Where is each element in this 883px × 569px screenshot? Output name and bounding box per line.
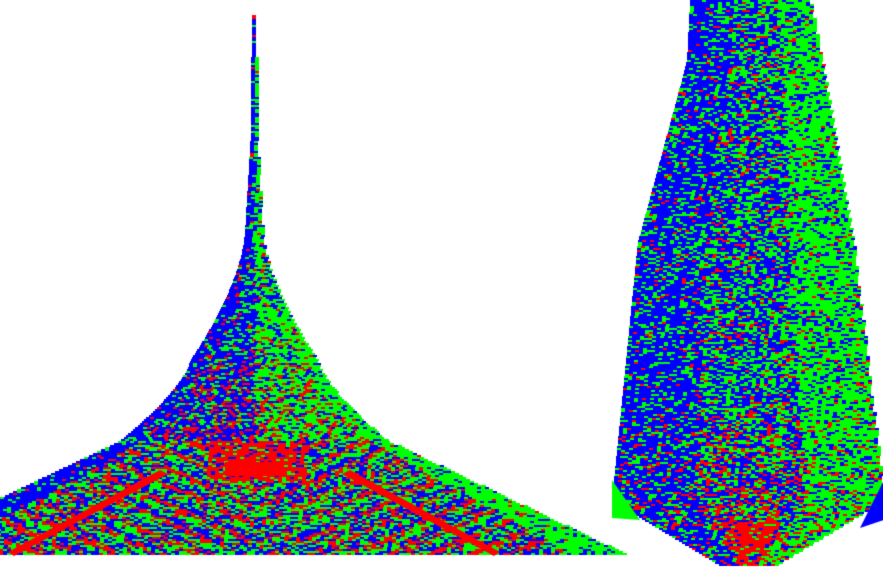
image-stage <box>0 0 883 569</box>
teardrop-figure <box>0 0 883 569</box>
